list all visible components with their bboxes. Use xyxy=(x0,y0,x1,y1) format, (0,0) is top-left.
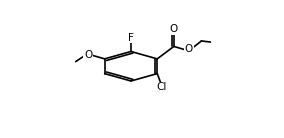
Text: O: O xyxy=(170,24,178,34)
Text: F: F xyxy=(128,33,134,43)
Text: Cl: Cl xyxy=(156,82,167,92)
Text: O: O xyxy=(185,44,193,54)
Text: O: O xyxy=(84,50,92,60)
